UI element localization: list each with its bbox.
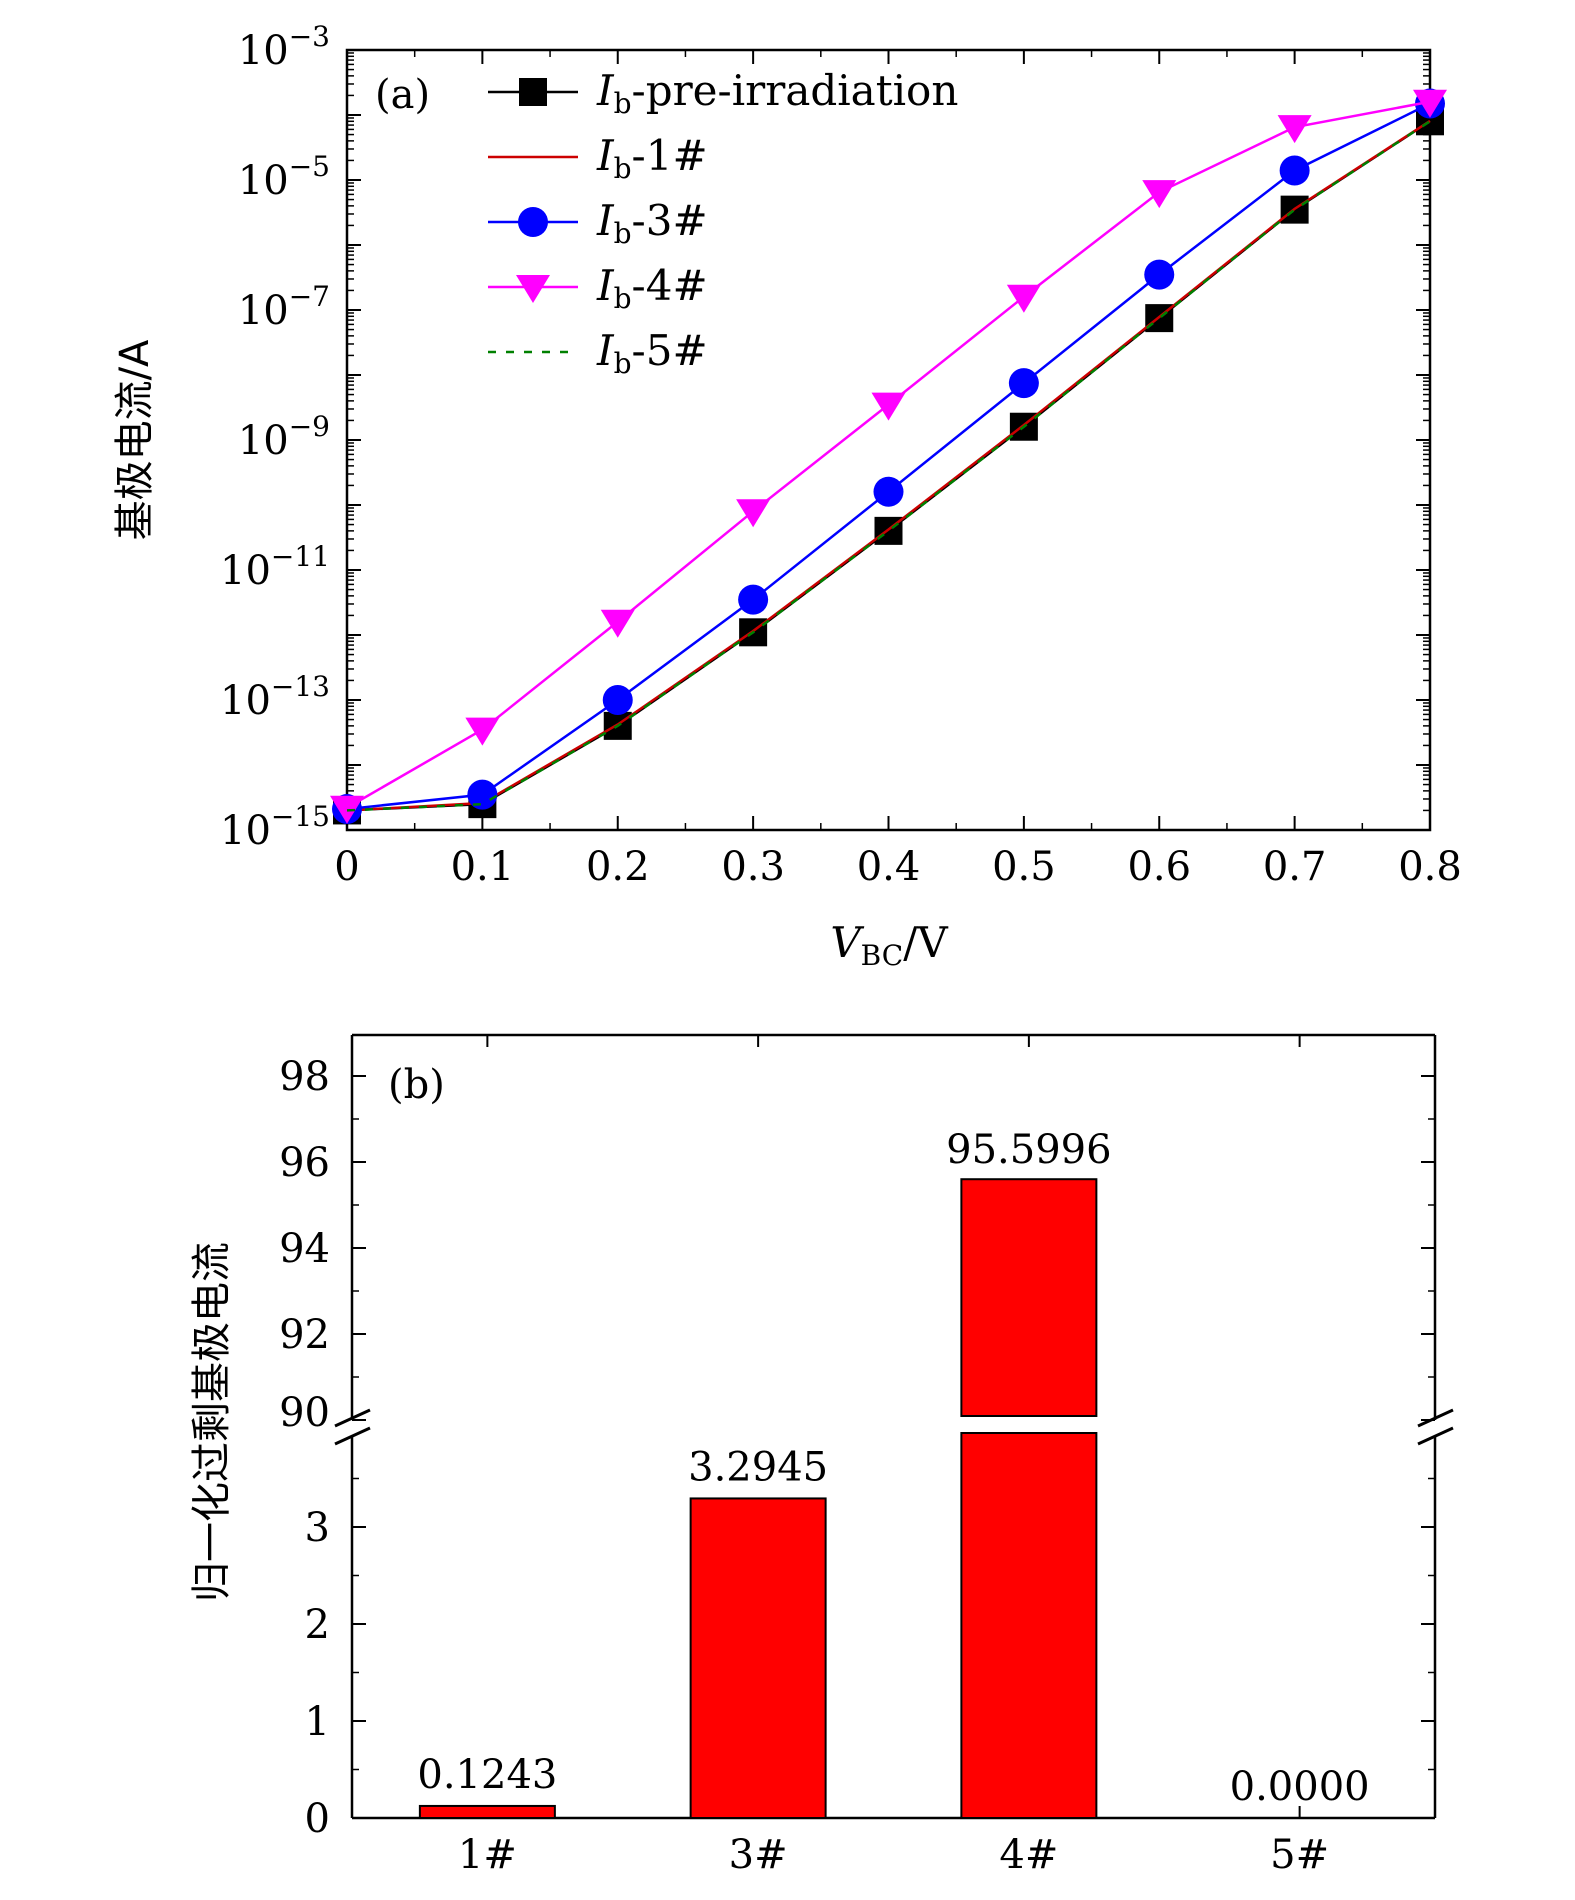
chart-a-tick-labels: 10−3 10−5 10−7 10−9 10−11 10−13 10−150 0.1 0.2 0.… (220, 20, 1462, 890)
x-label-tail: /V (903, 918, 948, 967)
bar (418, 1804, 556, 1819)
x-tick-label: 1# (458, 1832, 517, 1878)
legend-item: Ib-5# (488, 326, 708, 380)
bar (960, 1432, 1098, 1819)
x-tick-label: 0 (334, 844, 359, 890)
data-label: 0.1243 (417, 1752, 557, 1798)
chart-b-ticks (352, 1035, 1435, 1819)
data-point (600, 609, 635, 638)
x-tick-label: 4# (999, 1832, 1058, 1878)
data-point (871, 392, 906, 421)
chart-b-y-axis-label: 归一化过剩基极电流 (189, 1242, 235, 1602)
legend-marker (516, 275, 550, 303)
y-tick-label: 10−9 (238, 410, 330, 464)
x-tick-label: 0.5 (992, 844, 1056, 890)
legend-label: Ib-1# (596, 131, 708, 185)
series-line (346, 120, 1431, 812)
legend-label: Ib-5# (596, 326, 708, 380)
y-tick-label: 3 (305, 1505, 330, 1551)
legend-marker (518, 207, 548, 237)
x-tick-label: 0.2 (586, 844, 650, 890)
data-point (1413, 89, 1447, 118)
chart-b-bars (418, 1178, 1098, 1819)
x-tick-label: 5# (1270, 1832, 1329, 1878)
series-2 (332, 88, 1445, 825)
data-label: 0.0000 (1230, 1764, 1370, 1810)
y-tick-label: 10−7 (238, 280, 330, 334)
legend-label: Ib-pre-irradiation (596, 66, 958, 120)
x-tick-label: 0.7 (1263, 844, 1327, 890)
data-point (467, 779, 498, 810)
y-tick-label: 0 (305, 1796, 330, 1842)
legend-label: Ib-4# (596, 261, 708, 315)
chart-a-y-axis-label: 基极电流/A (112, 339, 158, 540)
series-3 (330, 89, 1447, 824)
y-tick-label: 1 (305, 1699, 330, 1745)
series-line (346, 100, 1431, 809)
y-tick-label: 98 (279, 1054, 330, 1100)
data-label: 95.5996 (946, 1127, 1111, 1173)
y-tick-label: 90 (279, 1390, 330, 1436)
data-point (1008, 368, 1039, 399)
x-tick-label: 0.3 (721, 844, 785, 890)
x-tick-label: 3# (729, 1832, 788, 1878)
data-point (738, 584, 769, 615)
chart-b-labels: 0 1 2 3 90 92 94 96 98 1# 0.1243 3# 3.2945 4# 95.5996 5… (279, 1054, 1370, 1878)
x-tick-label: 0.4 (857, 844, 921, 890)
chart-a-legend: Ib-pre-irradiation Ib-1# Ib-3# Ib-4# Ib-5# (488, 66, 958, 380)
y-tick-label: 96 (279, 1140, 330, 1186)
y-tick-label: 10−13 (220, 670, 330, 724)
y-tick-label: 10−3 (238, 20, 330, 74)
legend-item: Ib-4# (488, 261, 708, 315)
legend-label: Ib-3# (596, 196, 708, 250)
chart-b-axis-break-left (334, 1408, 371, 1446)
y-tick-label: 94 (279, 1226, 330, 1272)
data-point (1144, 259, 1175, 290)
x-tick-label: 0.8 (1398, 844, 1462, 890)
data-point (873, 476, 904, 507)
series-line (346, 102, 1431, 811)
legend-item: Ib-pre-irradiation (488, 66, 958, 120)
data-label: 3.2945 (688, 1444, 828, 1490)
y-tick-label: 2 (305, 1602, 330, 1648)
y-tick-label: 92 (279, 1312, 330, 1358)
x-label-sub: BC (861, 939, 904, 972)
chart-b-panel-label: (b) (388, 1062, 445, 1108)
legend-item: Ib-3# (488, 196, 708, 250)
x-tick-label: 0.1 (451, 844, 515, 890)
data-point (1006, 284, 1041, 313)
data-point (1142, 180, 1177, 209)
data-point (1277, 115, 1312, 144)
bar-upper (960, 1178, 1098, 1417)
chart-a-ticks (346, 49, 1431, 831)
chart-a-series (330, 88, 1447, 825)
y-tick-label: 10−11 (220, 540, 330, 594)
legend-marker (519, 78, 547, 106)
x-label-main: V (830, 918, 864, 967)
legend-item: Ib-1# (488, 131, 708, 185)
data-point (465, 717, 500, 746)
chart-a-x-axis-label: VBC/V (830, 918, 948, 972)
chart-b: 0 1 2 3 90 92 94 96 98 1# 0.1243 3# 3.2945 4# 95.5996 5… (189, 1033, 1454, 1878)
x-tick-label: 0.6 (1127, 844, 1191, 890)
chart-a-plot-frame (345, 48, 1432, 832)
chart-a: 10−3 10−5 10−7 10−9 10−11 10−13 10−150 0.1 0.2 0.… (112, 20, 1462, 972)
data-point (736, 499, 771, 528)
bar (689, 1497, 827, 1819)
series-4 (346, 120, 1431, 812)
y-tick-label: 10−15 (220, 800, 330, 854)
data-point (1279, 155, 1310, 186)
chart-a-panel-label: (a) (375, 72, 430, 118)
data-point (602, 685, 633, 715)
chart-b-axis-break-right (1417, 1408, 1454, 1446)
y-tick-label: 10−5 (238, 150, 330, 204)
